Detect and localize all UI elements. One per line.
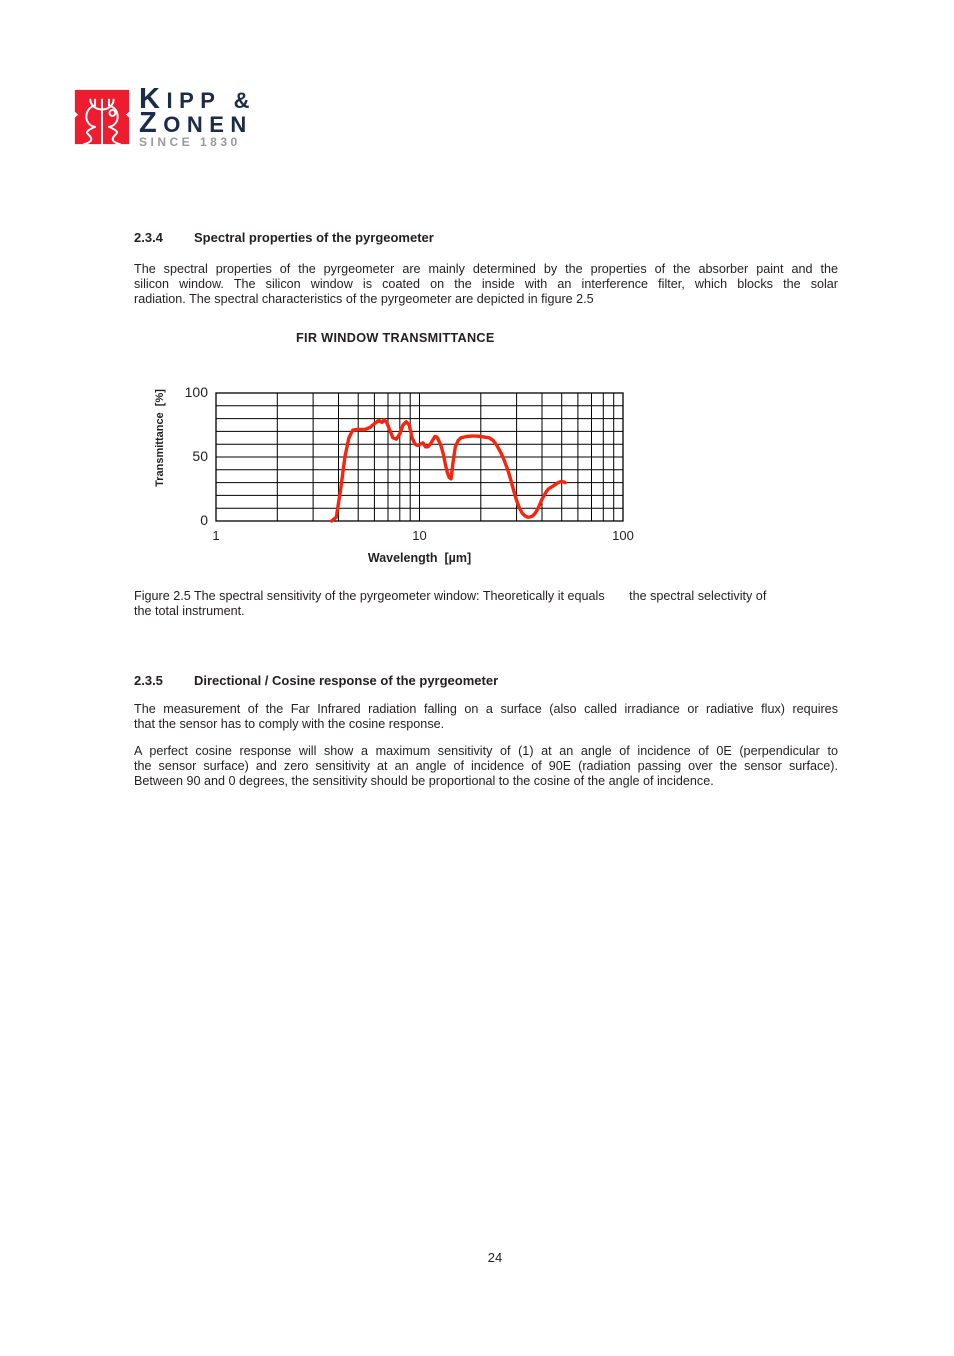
svg-text:Wavelength [µm]: Wavelength [µm] <box>368 551 471 565</box>
svg-text:10: 10 <box>412 528 426 543</box>
svg-text:0: 0 <box>200 512 208 528</box>
svg-text:Transmittance [%]: Transmittance [%] <box>154 389 166 487</box>
svg-text:50: 50 <box>192 448 208 464</box>
svg-text:100: 100 <box>185 384 209 400</box>
svg-text:100: 100 <box>612 528 634 543</box>
svg-text:1: 1 <box>212 528 219 543</box>
